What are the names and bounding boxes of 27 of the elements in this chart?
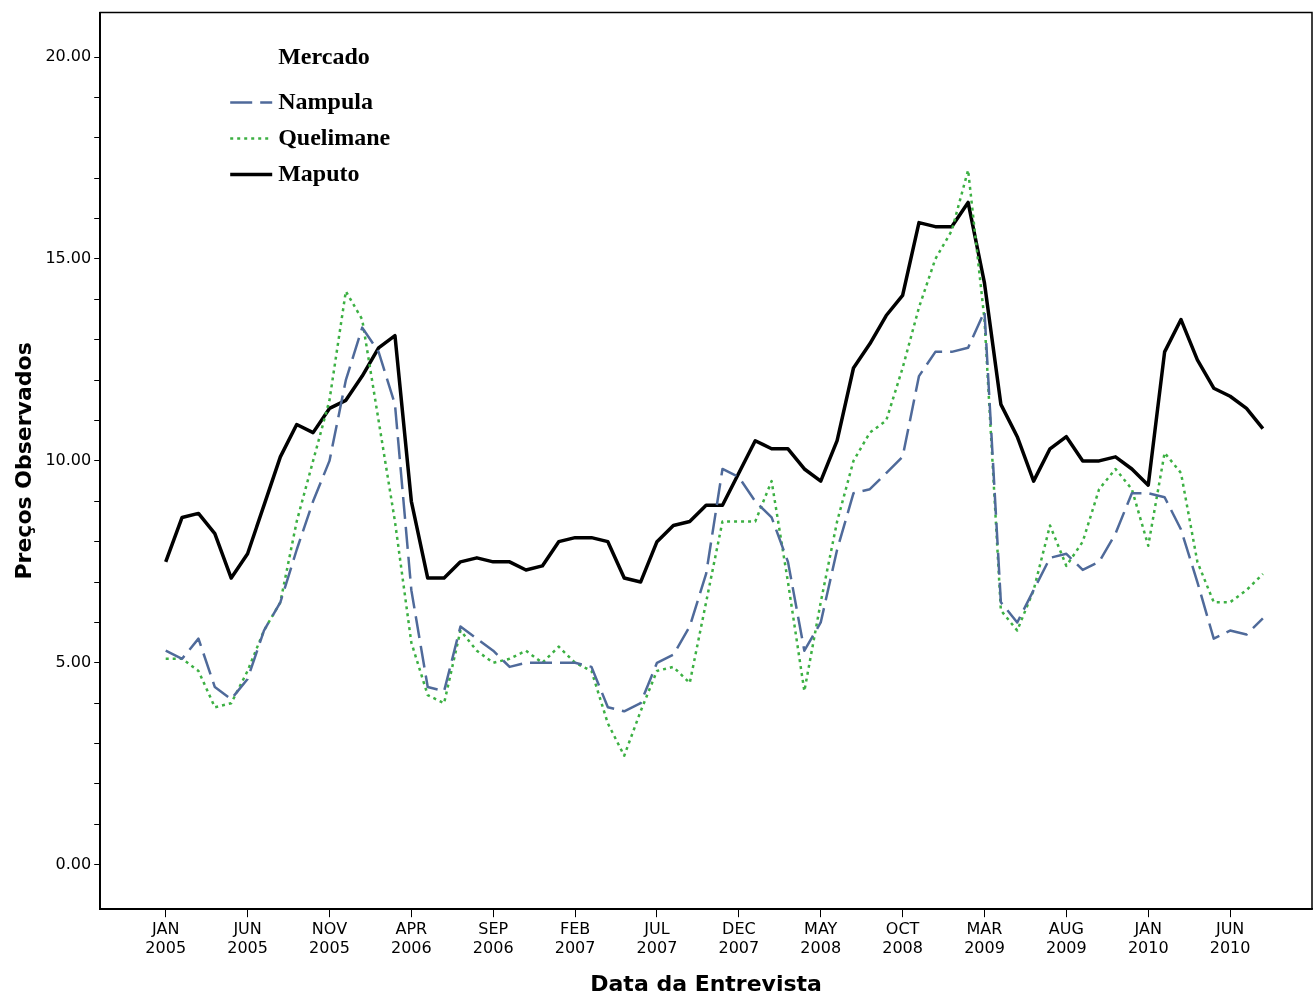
x-tick-label: NOV 2005: [309, 918, 350, 958]
x-tick-label: JUL 2007: [636, 918, 678, 958]
x-axis-title: Data da Entrevista: [590, 970, 822, 996]
x-tick-label: DEC 2007: [718, 918, 760, 958]
legend-title: Mercado: [278, 42, 370, 69]
x-tick-label: MAR 2009: [964, 918, 1005, 958]
x-tick-label: MAY 2008: [800, 918, 842, 958]
x-tick-label: JAN 2010: [1127, 918, 1169, 958]
y-tick-label: 5.00: [55, 651, 92, 671]
y-axis-title: Preços Observados: [10, 342, 36, 580]
y-tick-label: 0.00: [55, 853, 92, 873]
line-series: [164, 310, 1265, 713]
y-tick-label: 20.00: [45, 46, 92, 66]
x-tick-label: FEB 2007: [554, 918, 596, 958]
x-tick-label: JUN 2010: [1209, 918, 1251, 958]
legend-label: Nampula: [278, 87, 373, 114]
x-tick-label: JAN 2005: [145, 918, 187, 958]
y-tick-label: 10.00: [45, 450, 92, 470]
x-tick-label: JUN 2005: [227, 918, 268, 958]
x-tick-label: APR 2006: [390, 918, 432, 958]
x-tick-label: SEP 2006: [472, 918, 514, 958]
x-tick-label: OCT 2008: [882, 918, 923, 958]
line-series: [164, 168, 1265, 757]
x-tick-label: AUG 2009: [1046, 918, 1087, 958]
y-tick-label: 15.00: [45, 248, 92, 268]
legend-label: Maputo: [278, 159, 360, 186]
legend-label: Quelimane: [278, 123, 391, 150]
